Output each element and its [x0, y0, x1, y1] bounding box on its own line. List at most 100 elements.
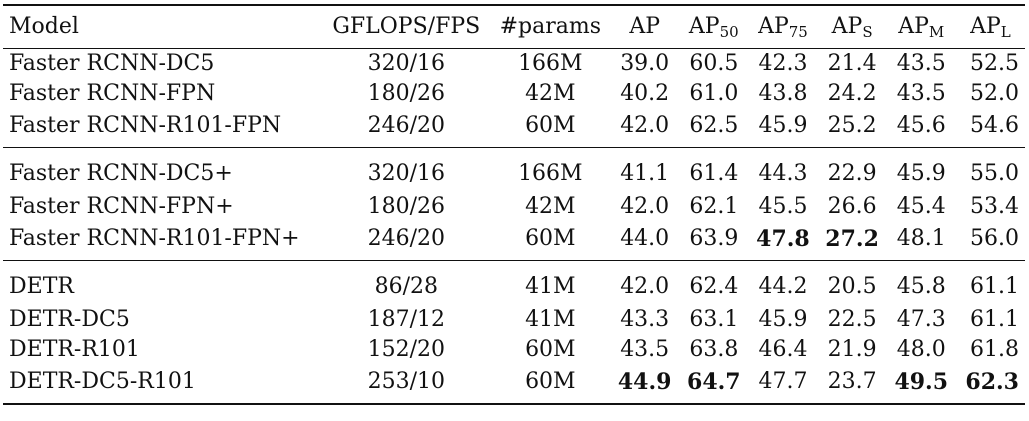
cell-apm: 43.5 [896, 81, 946, 106]
cell-aps: 22.9 [827, 161, 877, 186]
cell-ap50: 63.9 [679, 222, 749, 261]
cell-apm: 45.9 [896, 161, 946, 186]
best-value: 27.2 [825, 225, 879, 252]
header-apm-base: AP [898, 14, 929, 39]
cell-gflops-fps: 246/20 [322, 222, 491, 261]
cell-ap: 42.0 [620, 194, 670, 219]
cell-params: 166M [518, 161, 583, 186]
cell-apl: 52.5 [970, 51, 1019, 76]
table-row: Faster RCNN-DC5 320/16 166M 39.0 60.5 42.3 21.… [3, 49, 1025, 80]
cell-model: Faster RCNN-DC5+ [9, 161, 233, 186]
cell-apm: 45.8 [896, 274, 946, 299]
cell-model: DETR [9, 274, 74, 299]
cell-aps: 24.2 [827, 81, 877, 106]
cell-gflops-fps: 187/12 [367, 307, 445, 332]
cell-aps: 22.5 [827, 307, 877, 332]
cell-ap75: 44.2 [758, 274, 808, 299]
cell-aps: 25.2 [817, 109, 887, 148]
table-row: DETR-R101 152/20 60M 43.5 63.8 46.4 21.9 48.0 61… [3, 335, 1025, 365]
best-value: 44.9 [617, 368, 672, 395]
cell-gflops-fps: 152/20 [367, 337, 445, 362]
header-row: Model GFLOPS/FPS #params AP AP50 AP75 AP… [3, 5, 1025, 49]
cell-apl: 61.1 [970, 307, 1019, 332]
header-apm: APM [886, 5, 956, 49]
cell-params: 42M [525, 194, 576, 219]
cell-params: 60M [490, 109, 611, 148]
cell-ap50: 61.0 [689, 81, 739, 106]
cell-ap: 39.0 [620, 51, 670, 76]
cell-gflops-fps: 320/16 [367, 161, 445, 186]
cell-aps: 26.6 [827, 194, 877, 219]
cell-ap50: 61.4 [689, 161, 739, 186]
cell-model: DETR-R101 [9, 337, 140, 362]
cell-model: Faster RCNN-R101-FPN+ [3, 222, 322, 261]
cell-params: 166M [518, 51, 583, 76]
header-params: #params [490, 5, 611, 49]
cell-apl: 53.4 [970, 194, 1019, 219]
cell-gflops-fps: 180/26 [367, 194, 445, 219]
cell-apl: 61.8 [970, 337, 1019, 362]
cell-aps: 23.7 [817, 365, 887, 405]
header-ap: AP [610, 5, 680, 49]
cell-ap: 43.3 [620, 307, 670, 332]
cell-apm: 48.1 [886, 222, 956, 261]
cell-apl: 61.1 [970, 274, 1019, 299]
cell-ap50: 63.1 [689, 307, 739, 332]
cell-apm: 45.6 [886, 109, 956, 148]
header-apl-base: AP [970, 14, 1001, 39]
table-row: Faster RCNN-R101-FPN+ 246/20 60M 44.0 63.9 47… [3, 222, 1025, 261]
cell-ap50: 64.7 [679, 365, 749, 405]
header-apl: APL [955, 5, 1025, 49]
cell-apl: 62.3 [955, 365, 1025, 405]
cell-apm: 49.5 [886, 365, 956, 405]
header-ap75-sub: 75 [788, 23, 808, 41]
cell-apm: 48.0 [896, 337, 946, 362]
header-model: Model [3, 5, 322, 49]
cell-aps: 27.2 [817, 222, 887, 261]
cell-ap75: 43.8 [758, 81, 808, 106]
cell-params: 42M [525, 81, 576, 106]
table-row: Faster RCNN-FPN 180/26 42M 40.2 61.0 43.8 24.2… [3, 79, 1025, 109]
cell-params: 41M [525, 307, 576, 332]
table-row: DETR 86/28 41M 42.0 62.4 44.2 20.5 45.8 61.1 [3, 261, 1025, 306]
cell-gflops-fps: 253/10 [322, 365, 491, 405]
cell-ap: 42.0 [610, 109, 680, 148]
cell-apl: 54.6 [955, 109, 1025, 148]
cell-model: DETR-DC5-R101 [3, 365, 322, 405]
header-apl-sub: L [1000, 23, 1011, 41]
cell-ap75: 46.4 [758, 337, 808, 362]
table-body: Faster RCNN-DC5 320/16 166M 39.0 60.5 42.3 21.… [3, 49, 1025, 405]
cell-params: 60M [490, 365, 611, 405]
cell-ap50: 63.8 [689, 337, 739, 362]
header-ap50-sub: 50 [719, 23, 739, 41]
cell-ap: 41.1 [620, 161, 670, 186]
cell-ap75: 45.9 [758, 307, 808, 332]
cell-ap50: 62.5 [679, 109, 749, 148]
cell-ap: 42.0 [620, 274, 670, 299]
cell-ap: 44.9 [610, 365, 680, 405]
cell-aps: 21.9 [827, 337, 877, 362]
best-value: 47.8 [756, 225, 810, 252]
cell-apl: 52.0 [970, 81, 1019, 106]
results-table: Model GFLOPS/FPS #params AP AP50 AP75 AP… [3, 4, 1025, 405]
header-ap50-base: AP [688, 14, 720, 39]
cell-gflops-fps: 320/16 [367, 51, 445, 76]
header-ap75: AP75 [748, 5, 818, 49]
cell-apm: 45.4 [896, 194, 946, 219]
cell-ap75: 44.3 [758, 161, 808, 186]
cell-apl: 56.0 [955, 222, 1025, 261]
cell-model: Faster RCNN-DC5 [9, 51, 215, 76]
cell-params: 60M [525, 337, 576, 362]
header-ap75-base: AP [758, 14, 789, 39]
table-row: Faster RCNN-R101-FPN 246/20 60M 42.0 62.5 45.… [3, 109, 1025, 148]
cell-ap75: 42.3 [758, 51, 808, 76]
header-ap50: AP50 [679, 5, 749, 49]
best-value: 49.5 [894, 368, 949, 395]
cell-ap75: 45.9 [748, 109, 818, 148]
cell-ap75: 45.5 [758, 194, 808, 219]
table-row: DETR-DC5 187/12 41M 43.3 63.1 45.9 22.5 47.3 61.… [3, 305, 1025, 335]
cell-apl: 55.0 [970, 161, 1019, 186]
header-aps: APS [817, 5, 887, 49]
cell-ap: 44.0 [610, 222, 680, 261]
table-row: DETR-DC5-R101 253/10 60M 44.9 64.7 47.7 23.7 49… [3, 365, 1025, 405]
